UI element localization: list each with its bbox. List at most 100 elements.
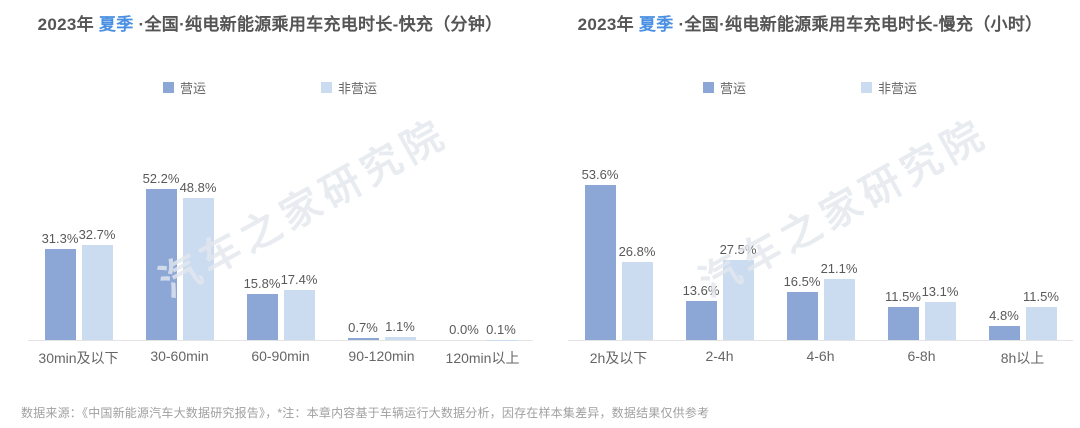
bar [988,326,1020,340]
legend-label: 营运 [179,81,206,96]
bar-group: 11.5% 13.1% [871,0,972,340]
category-label: 60-90min [251,348,310,364]
bar [246,294,278,340]
title-segment: ·全国·纯电新能源乘用车充电时长-慢充（小时） [673,15,1043,34]
value-label: 1.1% [385,318,415,334]
legend-item: 营运 [702,78,746,97]
category-axis: 30min及以下 30-60min 60-90min 90-120min 120min以… [28,348,533,368]
title-highlight: 夏季 [638,15,674,34]
value-label: 4.8% [989,308,1019,324]
bar-column: 11.5% [1023,288,1059,340]
value-label: 0.7% [348,319,378,335]
bar-column: 13.6% [682,282,720,340]
bar [621,262,653,340]
bar [584,184,616,340]
bar-column: 0.7% [347,319,379,340]
value-label: 0.1% [486,321,516,337]
bar [722,260,754,340]
bar-column: 21.1% [820,260,858,340]
bar [786,292,818,340]
legend-label: 营运 [719,81,746,96]
value-label: 11.5% [885,288,921,304]
bar-column: 32.7% [78,227,116,340]
bar-column: 53.6% [581,166,619,340]
bar [685,300,717,340]
bar-column: 4.8% [988,308,1020,340]
category-label: 4-6h [806,348,835,364]
category-label: 30min及以下 [38,350,119,366]
value-label: 13.1% [921,284,959,300]
value-label: 27.5% [719,242,757,258]
legend-label: 非营运 [878,81,918,96]
bar-group: 15.8% 17.4% [230,0,331,340]
bar-column: 0.1% [485,321,517,340]
bar [384,336,416,340]
category-label: 2-4h [705,348,734,364]
bar-column: 17.4% [280,271,318,340]
bar [1025,306,1057,340]
source-note: 数据来源：《中国新能源汽车大数据研究报告》，*注：本章内容基于车辆运行大数据分析… [21,406,710,420]
bar [823,278,855,340]
value-label: 15.8% [243,276,281,292]
bar-column: 13.1% [921,284,959,340]
plot-area: 31.3% 32.7% 52.2% 48.8% 15.8% 17.4% 0.7% 1.1% 0.… [28,0,533,341]
bar-group: 4.8% 11.5% [972,0,1073,340]
value-label: 17.4% [280,271,318,287]
value-label: 48.8% [179,180,217,196]
bar-group: 53.6% 26.8% [568,0,669,340]
title-segment: 2023年 [37,15,99,34]
bar [924,302,956,340]
bar [182,198,214,340]
category-label: 6-8h [907,348,936,364]
bar-column: 27.5% [719,242,757,340]
legend-swatch-icon [162,82,174,93]
chart-title: 2023年 夏季 ·全国·纯电新能源乘用车充电时长-慢充（小时） [540,10,1080,35]
bar-column: 11.5% [885,288,921,340]
bar [887,306,919,340]
bar-group: 31.3% 32.7% [28,0,129,340]
category-label: 8h以上 [1000,350,1045,366]
legend: 营运 非营运 [0,78,540,97]
category-axis: 2h及以下 2-4h 4-6h 6-8h 8h以上 [568,348,1073,368]
title-segment: 2023年 [577,15,639,34]
value-label: 13.6% [682,282,720,298]
fast-charge-chart-panel: 2023年 夏季 ·全国·纯电新能源乘用车充电时长-快充（分钟） 营运 非营运 3… [0,0,540,392]
bar-group: 0.7% 1.1% [331,0,432,340]
bar [44,249,76,340]
legend-item: 营运 [162,78,206,97]
legend-label: 非营运 [338,81,378,96]
bar-group: 52.2% 48.8% [129,0,230,340]
category-label: 120min以上 [445,350,520,366]
bar-group: 16.5% 21.1% [770,0,871,340]
value-label: 0.0% [449,322,479,337]
bar-group: 0.0% 0.1% [432,0,533,340]
value-label: 21.1% [820,260,858,276]
bar-column: 16.5% [783,274,821,340]
bar-column: 0.0% [449,322,480,340]
value-label: 31.3% [41,231,79,247]
bar [283,289,315,340]
value-label: 32.7% [78,227,116,243]
bar-column: 1.1% [384,318,416,340]
value-label: 53.6% [581,166,619,182]
legend-swatch-icon [861,82,872,93]
category-label: 90-120min [348,348,415,364]
legend: 营运 非营运 [540,78,1080,97]
bar [81,245,113,340]
value-label: 11.5% [1023,288,1059,304]
bar [145,188,177,340]
bar [347,337,379,340]
title-segment: ·全国·纯电新能源乘用车充电时长-快充（分钟） [133,15,503,34]
category-label: 2h及以下 [589,350,648,366]
bar-column: 48.8% [179,180,217,340]
plot-area: 53.6% 26.8% 13.6% 27.5% 16.5% 21.1% 11.5% 13.1%… [568,0,1073,341]
value-label: 26.8% [618,244,656,260]
legend-swatch-icon [702,82,714,93]
bar-column: 15.8% [243,276,281,340]
bar-column: 52.2% [143,171,179,340]
legend-swatch-icon [321,82,332,93]
value-label: 16.5% [783,274,821,290]
category-label: 30-60min [150,348,209,364]
bar-group: 13.6% 27.5% [669,0,770,340]
